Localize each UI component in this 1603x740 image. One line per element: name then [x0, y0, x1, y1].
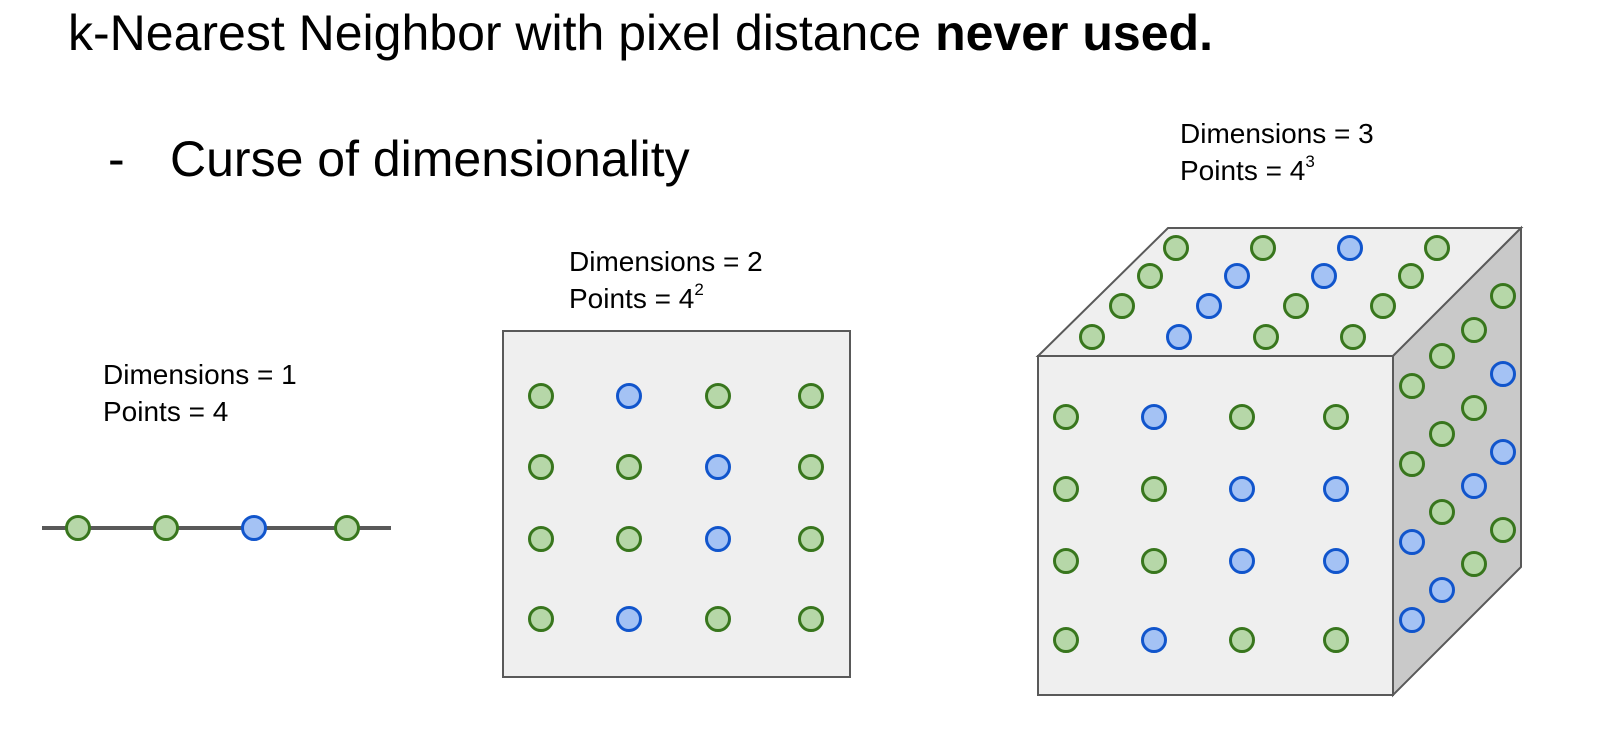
dimensions-1-text: Dimensions = 1 [103, 359, 297, 390]
panel-3d-label: Dimensions = 3 Points = 43 [1180, 115, 1374, 189]
slide-title: k-Nearest Neighbor with pixel distance n… [68, 4, 1213, 62]
blue-point-3d-top [1311, 263, 1337, 289]
green-point-3d-front [1053, 548, 1079, 574]
blue-point-3d-front [1141, 627, 1167, 653]
green-point-3d-front [1053, 627, 1079, 653]
green-point-2d [798, 454, 824, 480]
blue-point-3d-front [1229, 476, 1255, 502]
blue-point-3d-top [1166, 324, 1192, 350]
green-point-3d-front [1229, 404, 1255, 430]
green-point-3d-top [1283, 293, 1309, 319]
panel-1d-label: Dimensions = 1 Points = 4 [103, 356, 297, 430]
green-point-3d-top [1250, 235, 1276, 261]
green-point-2d [528, 454, 554, 480]
blue-point-3d-side [1490, 439, 1516, 465]
green-point-3d-top [1253, 324, 1279, 350]
green-point-3d-front [1229, 627, 1255, 653]
green-point-2d [705, 383, 731, 409]
green-point-2d [616, 454, 642, 480]
blue-point-3d-front [1323, 548, 1349, 574]
two-dimensional-square [502, 330, 851, 678]
blue-point-3d-front [1141, 404, 1167, 430]
green-point-3d-front [1053, 404, 1079, 430]
dimensions-2-text: Dimensions = 2 [569, 246, 763, 277]
green-point-3d-side [1399, 373, 1425, 399]
blue-point-3d-side [1490, 361, 1516, 387]
green-point-1d [65, 515, 91, 541]
green-point-3d-side [1461, 551, 1487, 577]
blue-point-3d-front [1229, 548, 1255, 574]
green-point-3d-front [1323, 627, 1349, 653]
green-point-3d-side [1399, 451, 1425, 477]
green-point-3d-front [1323, 404, 1349, 430]
green-point-3d-top [1424, 235, 1450, 261]
green-point-2d [528, 606, 554, 632]
green-point-3d-side [1429, 499, 1455, 525]
green-point-3d-top [1340, 324, 1366, 350]
blue-point-3d-top [1337, 235, 1363, 261]
blue-point-2d [616, 606, 642, 632]
title-bold-text: never used. [935, 5, 1213, 61]
panel-2d-label: Dimensions = 2 Points = 42 [569, 243, 763, 317]
blue-point-2d [616, 383, 642, 409]
green-point-3d-top [1163, 235, 1189, 261]
blue-point-2d [705, 454, 731, 480]
green-point-3d-front [1053, 476, 1079, 502]
three-dimensional-cube-group [1035, 225, 1524, 698]
green-point-3d-top [1398, 263, 1424, 289]
dimensions-3-text: Dimensions = 3 [1180, 118, 1374, 149]
blue-point-3d-side [1399, 607, 1425, 633]
green-point-3d-top [1370, 293, 1396, 319]
green-point-2d [798, 606, 824, 632]
green-point-3d-side [1429, 343, 1455, 369]
green-point-3d-front [1141, 476, 1167, 502]
green-point-2d [798, 526, 824, 552]
green-point-3d-side [1490, 283, 1516, 309]
green-point-1d [153, 515, 179, 541]
green-point-2d [528, 383, 554, 409]
one-dimensional-line-group [42, 515, 391, 541]
blue-point-3d-top [1224, 263, 1250, 289]
green-point-3d-top [1137, 263, 1163, 289]
green-point-2d [528, 526, 554, 552]
blue-point-2d [705, 526, 731, 552]
green-point-3d-top [1079, 324, 1105, 350]
blue-point-3d-side [1429, 577, 1455, 603]
green-point-2d [705, 606, 731, 632]
points-2-exponent: 2 [694, 280, 704, 299]
bullet-dash: - [108, 131, 125, 187]
two-dimensional-square-group [502, 330, 851, 678]
blue-point-3d-side [1461, 473, 1487, 499]
green-point-3d-side [1461, 317, 1487, 343]
green-point-2d [798, 383, 824, 409]
points-3-text: Points = 4 [1180, 155, 1306, 186]
green-point-3d-side [1429, 421, 1455, 447]
green-point-3d-top [1109, 293, 1135, 319]
blue-point-1d [241, 515, 267, 541]
points-1-text: Points = 4 [103, 396, 229, 427]
bullet-text: Curse of dimensionality [170, 131, 690, 187]
green-point-3d-front [1141, 548, 1167, 574]
green-point-1d [334, 515, 360, 541]
green-point-3d-side [1461, 395, 1487, 421]
points-3-exponent: 3 [1305, 152, 1315, 171]
green-point-2d [616, 526, 642, 552]
title-normal-text: k-Nearest Neighbor with pixel distance [68, 5, 936, 61]
green-point-3d-side [1490, 517, 1516, 543]
points-2-text: Points = 4 [569, 283, 695, 314]
blue-point-3d-front [1323, 476, 1349, 502]
blue-point-3d-top [1196, 293, 1222, 319]
bullet-point: - Curse of dimensionality [108, 130, 690, 188]
blue-point-3d-side [1399, 529, 1425, 555]
